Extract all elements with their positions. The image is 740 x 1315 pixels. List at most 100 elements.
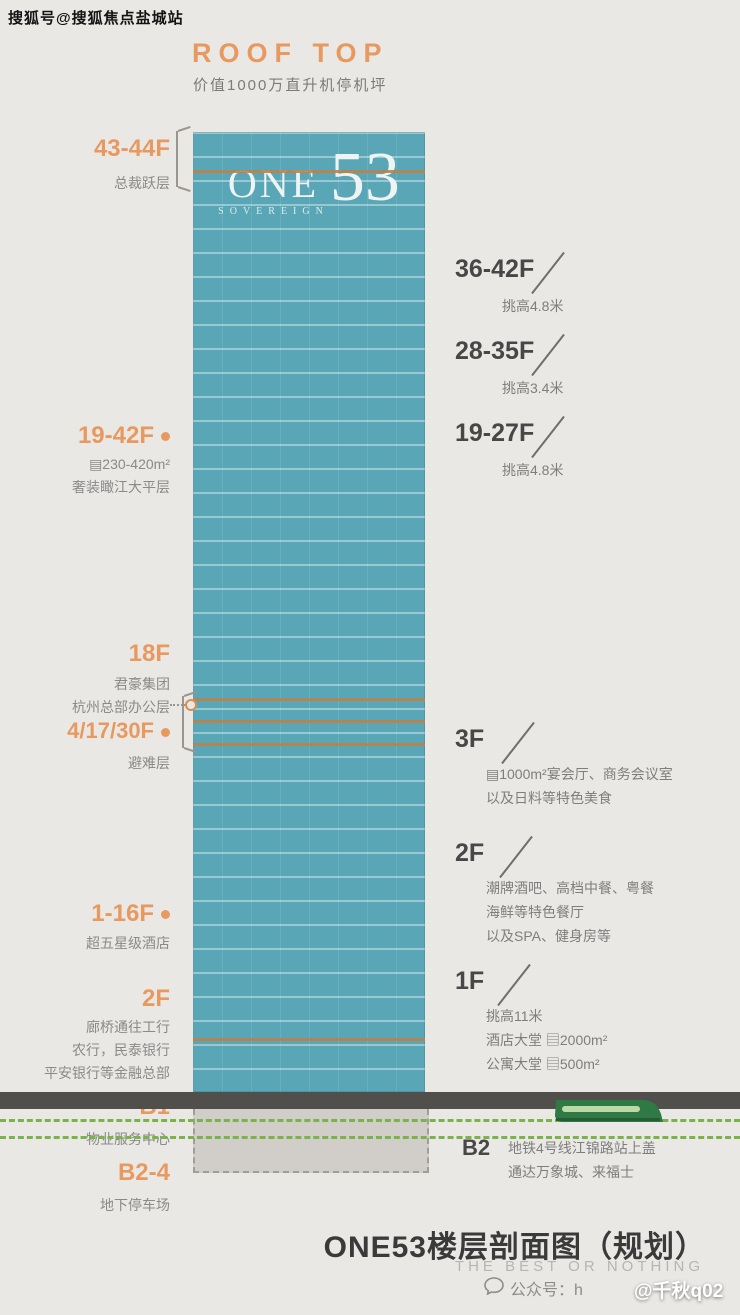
desc-line: 海鲜等特色餐厅 — [486, 904, 584, 920]
right-desc-2f: 潮牌酒吧、高档中餐、粤餐 海鲜等特色餐厅 以及SPA、健身房等 — [486, 876, 654, 948]
desc-line: 物业服务中心 — [86, 1131, 170, 1147]
right-desc-3f: ▤1000m²宴会厅、商务会议室 以及日料等特色美食 — [486, 762, 673, 810]
footer-tagline: THE BEST OR NOTHING — [454, 1258, 704, 1275]
floor-number: 3F — [455, 725, 485, 753]
footer-title: ONE53楼层剖面图（规划） — [323, 1231, 706, 1264]
floor-number: 18F — [128, 640, 170, 667]
footer-account: 公众号：h — [484, 1276, 583, 1300]
subway-line-dashed — [0, 1136, 740, 1139]
desc-line: 地铁4号线江锦路站上盖 — [508, 1140, 656, 1156]
desc-line: 地下停车场 — [100, 1197, 170, 1213]
bottom-watermark: @千秋q02 — [634, 1281, 724, 1302]
left-floor-19-42f: 19-42F — [78, 423, 170, 449]
desc-line: 以及日料等特色美食 — [486, 790, 612, 806]
right-floor-28-35f: 28-35F — [455, 338, 534, 365]
right-floor-36-42f: 36-42F — [455, 256, 534, 283]
floor-number: B2 — [462, 1135, 491, 1160]
highlight-floor-line — [193, 1038, 425, 1041]
slash-line — [531, 415, 565, 459]
right-desc-28-35f: 挑高3.4米 — [502, 376, 563, 400]
leader-dot — [161, 432, 170, 442]
left-floor-43-44f: 43-44F — [94, 136, 170, 162]
desc-line: 挑高3.4米 — [502, 380, 564, 396]
right-desc-19-27f: 挑高4.8米 — [502, 458, 563, 482]
left-floor-18f: 18F — [129, 641, 170, 667]
desc-line: 奢装瞰江大平层 — [72, 479, 170, 495]
right-desc-36-42f: 挑高4.8米 — [502, 294, 563, 318]
desc-line: 以及SPA、健身房等 — [486, 928, 611, 944]
left-desc-43-44f: 总裁跃层 — [114, 172, 170, 195]
desc-line: 廊桥通往工行 — [86, 1019, 170, 1035]
bracket-refuge-floors — [182, 696, 196, 748]
desc-line: ▤230-420m² — [89, 456, 170, 472]
subway-line-dashed — [0, 1119, 740, 1122]
desc-line: 总裁跃层 — [114, 175, 170, 191]
floor-number: 36-42F — [455, 255, 535, 283]
desc-line: 杭州总部办公层 — [72, 699, 170, 715]
roof-top-title: ROOF TOP — [192, 38, 389, 68]
floor-number: B2-4 — [117, 1159, 170, 1186]
floor-number: 1F — [455, 967, 485, 995]
right-desc-1f: 挑高11米 酒店大堂 ▤2000m² 公寓大堂 ▤500m² — [486, 1004, 607, 1076]
desc-line: 超五星级酒店 — [86, 935, 170, 951]
highlight-floor-line — [193, 170, 425, 173]
slash-line — [531, 333, 565, 377]
left-desc-19-42f: ▤230-420m² 奢装瞰江大平层 — [72, 453, 170, 499]
desc-line: ▤1000m²宴会厅、商务会议室 — [486, 766, 673, 782]
floor-number: 2F — [455, 839, 485, 867]
left-desc-1-16f: 超五星级酒店 — [86, 932, 170, 955]
building-tower: ONE SOVEREIGN 53 — [193, 132, 425, 1092]
floor-number: 43-44F — [93, 135, 170, 162]
right-floor-19-27f: 19-27F — [455, 420, 534, 447]
slash-line — [531, 251, 565, 295]
logo-sovereign-text: SOVEREIGN — [218, 206, 329, 217]
highlight-floor-line — [193, 698, 425, 701]
one53-logo: ONE SOVEREIGN 53 — [193, 139, 425, 218]
floor-number: 28-35F — [455, 337, 535, 365]
left-desc-4-17-30f: 避难层 — [128, 752, 170, 775]
right-floor-b2: B2 — [462, 1134, 490, 1161]
left-floor-1-16f: 1-16F — [91, 901, 170, 927]
desc-line: 挑高4.8米 — [502, 298, 564, 314]
footer-account-text: 公众号：h — [510, 1282, 583, 1299]
slash-line — [499, 835, 533, 879]
right-floor-3f: 3F — [455, 726, 484, 753]
leader-dot — [161, 727, 170, 737]
desc-line: 挑高4.8米 — [502, 462, 564, 478]
left-floor-b2-4: B2-4 — [118, 1160, 170, 1186]
slash-line — [501, 721, 535, 765]
dotted-leader-18f — [170, 704, 186, 706]
floor-number: 19-42F — [77, 422, 154, 449]
bracket-43-44f — [176, 131, 190, 187]
floor-number: 2F — [141, 985, 170, 1012]
desc-line: 君豪集团 — [114, 676, 170, 692]
left-desc-b2-4: 地下停车场 — [100, 1194, 170, 1217]
ground-level-band — [0, 1092, 740, 1109]
left-desc-18f: 君豪集团 杭州总部办公层 — [72, 673, 170, 719]
left-floor-4-17-30f: 4/17/30F — [67, 718, 170, 744]
desc-line: 潮牌酒吧、高档中餐、粤餐 — [486, 880, 654, 896]
right-desc-b2: 地铁4号线江锦路站上盖 通达万象城、来福士 — [508, 1136, 656, 1184]
train-icon — [552, 1096, 664, 1131]
slash-line — [497, 963, 531, 1007]
left-desc-2f: 廊桥通往工行 农行，民泰银行 平安银行等金融总部 — [44, 1016, 170, 1085]
right-floor-1f: 1F — [455, 968, 484, 995]
desc-line: 酒店大堂 ▤2000m² — [486, 1032, 608, 1048]
floor-number: 19-27F — [455, 419, 535, 447]
desc-line: 平安银行等金融总部 — [44, 1065, 170, 1081]
floor-number: 4/17/30F — [67, 718, 154, 743]
roof-top-subtitle: 价值1000万直升机停机坪 — [193, 77, 388, 94]
highlight-floor-line — [193, 743, 425, 746]
desc-line: 通达万象城、来福士 — [508, 1164, 634, 1180]
top-watermark: 搜狐号@搜狐焦点盐城站 — [8, 10, 184, 27]
floor-number: 1-16F — [91, 900, 154, 927]
logo-53-text: 53 — [329, 139, 400, 216]
desc-line: 避难层 — [128, 755, 170, 771]
desc-line: 挑高11米 — [486, 1008, 543, 1024]
chat-bubble-icon — [484, 1276, 504, 1300]
right-floor-2f: 2F — [455, 840, 484, 867]
leader-dot — [161, 910, 170, 920]
desc-line: 农行，民泰银行 — [72, 1042, 170, 1058]
highlight-floor-line — [193, 720, 425, 723]
